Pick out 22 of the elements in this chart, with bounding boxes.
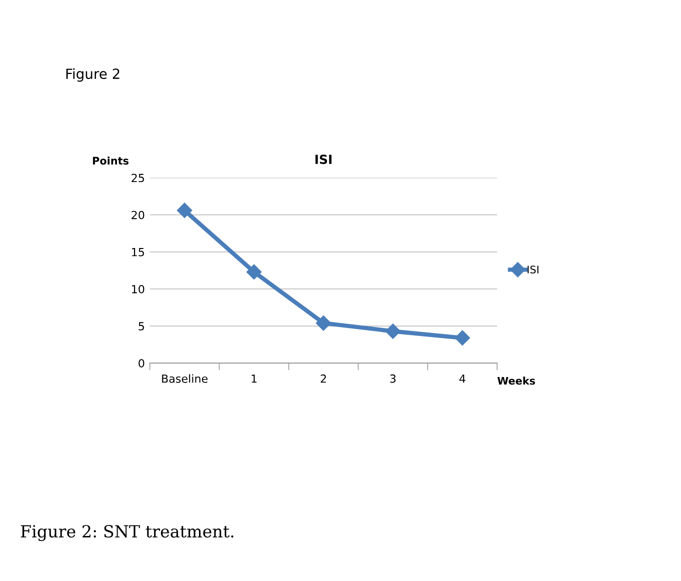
point (316, 316, 332, 331)
caption: Figure 2: SNT treatment. (20, 524, 234, 542)
point (176, 202, 192, 218)
chart-title: ISI (315, 154, 332, 164)
legend-label: ISI (528, 266, 538, 274)
x-tick-label: 1 (252, 374, 257, 383)
x-tick-label: 3 (390, 374, 396, 383)
x-tick-label: 2 (320, 374, 326, 383)
x-tick-label: Baseline (162, 374, 208, 383)
y-tick-label: 25 (132, 174, 144, 182)
point (246, 264, 262, 280)
point (385, 324, 401, 339)
y-tick-label: 20 (132, 210, 144, 220)
x-tick-label: 4 (459, 374, 466, 383)
y-axis-title: Points (92, 156, 128, 165)
point (454, 330, 470, 346)
x-axis-title: Weeks (497, 376, 536, 385)
y-tick-label: 15 (132, 248, 144, 256)
caption: Figure 2 (66, 68, 120, 82)
y-tick-label: 10 (132, 284, 144, 294)
y-tick-label: 5 (138, 322, 144, 330)
y-tick-label: 0 (138, 359, 144, 368)
